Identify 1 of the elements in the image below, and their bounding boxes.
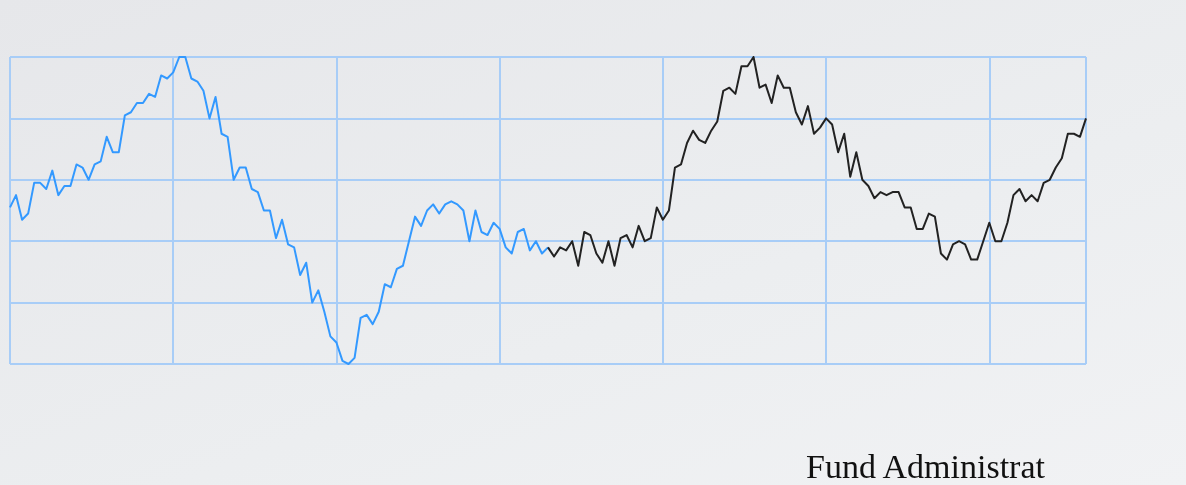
text: Fund Administrat xyxy=(806,448,1045,485)
